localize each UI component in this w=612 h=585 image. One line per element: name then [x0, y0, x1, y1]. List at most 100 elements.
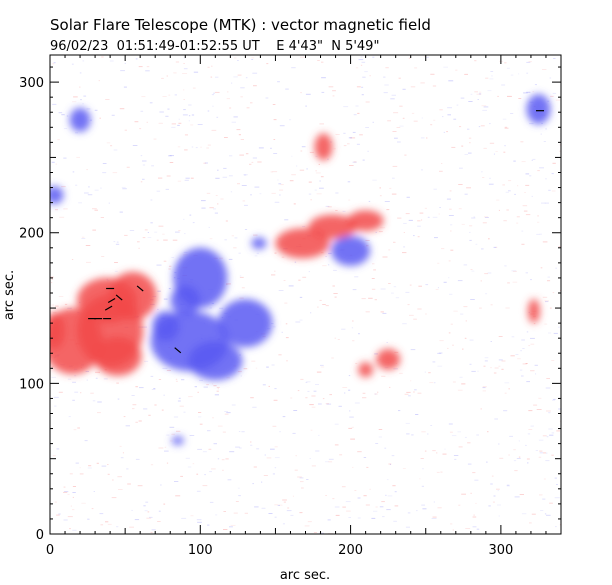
noise-speck: [421, 431, 426, 433]
noise-speck: [386, 342, 388, 343]
noise-speck: [498, 359, 503, 361]
noise-speck: [559, 150, 561, 152]
noise-speck: [213, 92, 215, 94]
noise-speck: [405, 422, 410, 424]
noise-speck: [105, 521, 109, 523]
noise-speck: [309, 458, 311, 459]
noise-speck: [162, 96, 167, 97]
noise-speck: [397, 141, 401, 143]
noise-speck: [287, 507, 290, 509]
noise-speck: [394, 137, 398, 139]
polarity-regions: [50, 94, 551, 446]
noise-speck: [274, 388, 277, 390]
noise-speck: [428, 372, 431, 374]
noise-speck: [556, 430, 560, 432]
noise-speck: [521, 243, 525, 245]
negative-polarity-region: [331, 235, 371, 266]
noise-speck: [318, 434, 320, 436]
noise-speck: [301, 487, 304, 489]
noise-speck: [426, 137, 428, 139]
noise-speck: [307, 521, 312, 523]
noise-speck: [379, 506, 384, 508]
noise-speck: [139, 128, 142, 130]
noise-speck: [512, 270, 517, 272]
noise-speck: [484, 357, 489, 359]
noise-speck: [210, 76, 213, 78]
noise-speck: [472, 526, 477, 528]
noise-speck: [63, 519, 68, 521]
noise-speck: [472, 516, 477, 518]
noise-speck: [383, 92, 388, 94]
noise-speck: [407, 304, 410, 306]
noise-speck: [173, 72, 177, 74]
noise-speck: [311, 406, 316, 408]
figure-subtitle: 96/02/23 01:51:49-01:52:55 UT E 4'43" N …: [50, 39, 379, 54]
noise-speck: [190, 124, 194, 126]
noise-speck: [61, 186, 66, 188]
noise-speck: [320, 364, 324, 366]
noise-speck: [482, 387, 486, 389]
noise-speck: [90, 392, 94, 394]
noise-speck: [381, 501, 385, 503]
noise-speck: [73, 96, 78, 98]
noise-speck: [142, 164, 146, 166]
noise-speck: [461, 223, 465, 225]
noise-speck: [437, 507, 442, 509]
noise-speck: [347, 181, 351, 183]
noise-speck: [56, 514, 60, 516]
noise-speck: [132, 145, 138, 146]
noise-speck: [162, 367, 168, 369]
noise-speck: [526, 72, 529, 74]
noise-speck: [122, 452, 124, 454]
noise-speck: [372, 179, 377, 181]
noise-speck: [223, 167, 227, 169]
noise-speck: [353, 161, 357, 163]
noise-speck: [256, 448, 260, 450]
noise-speck: [245, 153, 249, 155]
noise-speck: [526, 458, 530, 460]
noise-speck: [329, 394, 332, 396]
noise-speck: [67, 493, 70, 495]
noise-speck: [214, 212, 218, 214]
noise-speck: [111, 497, 117, 499]
noise-speck: [289, 119, 292, 121]
noise-speck: [80, 99, 82, 101]
noise-speck: [487, 431, 489, 433]
noise-speck: [118, 489, 123, 490]
noise-speck: [222, 176, 228, 178]
noise-speck: [215, 195, 218, 196]
noise-speck: [421, 504, 425, 506]
noise-speck: [67, 378, 72, 380]
noise-speck: [437, 365, 443, 367]
noise-speck: [243, 174, 247, 176]
noise-speck: [51, 304, 54, 306]
noise-speck: [226, 412, 231, 414]
noise-speck: [273, 399, 278, 401]
negative-polarity-region: [188, 341, 243, 381]
noise-speck: [141, 96, 146, 98]
noise-speck: [101, 256, 105, 257]
noise-speck: [414, 67, 418, 69]
noise-speck: [87, 467, 92, 469]
noise-speck: [289, 180, 294, 182]
noise-speck: [536, 409, 542, 410]
noise-speck: [443, 66, 448, 68]
noise-speck: [380, 227, 385, 229]
noise-speck: [250, 102, 253, 104]
noise-speck: [348, 517, 351, 518]
noise-speck: [184, 179, 189, 181]
noise-speck: [160, 484, 162, 486]
noise-speck: [103, 378, 108, 380]
noise-speck: [498, 209, 500, 211]
noise-speck: [161, 409, 164, 411]
noise-speck: [163, 394, 165, 396]
noise-speck: [184, 134, 188, 136]
noise-speck: [452, 529, 454, 531]
noise-speck: [203, 386, 208, 388]
noise-speck: [300, 150, 303, 152]
noise-speck: [389, 187, 392, 189]
noise-speck: [168, 265, 172, 267]
noise-speck: [213, 208, 216, 210]
noise-speck: [488, 505, 491, 507]
noise-speck: [342, 210, 346, 212]
